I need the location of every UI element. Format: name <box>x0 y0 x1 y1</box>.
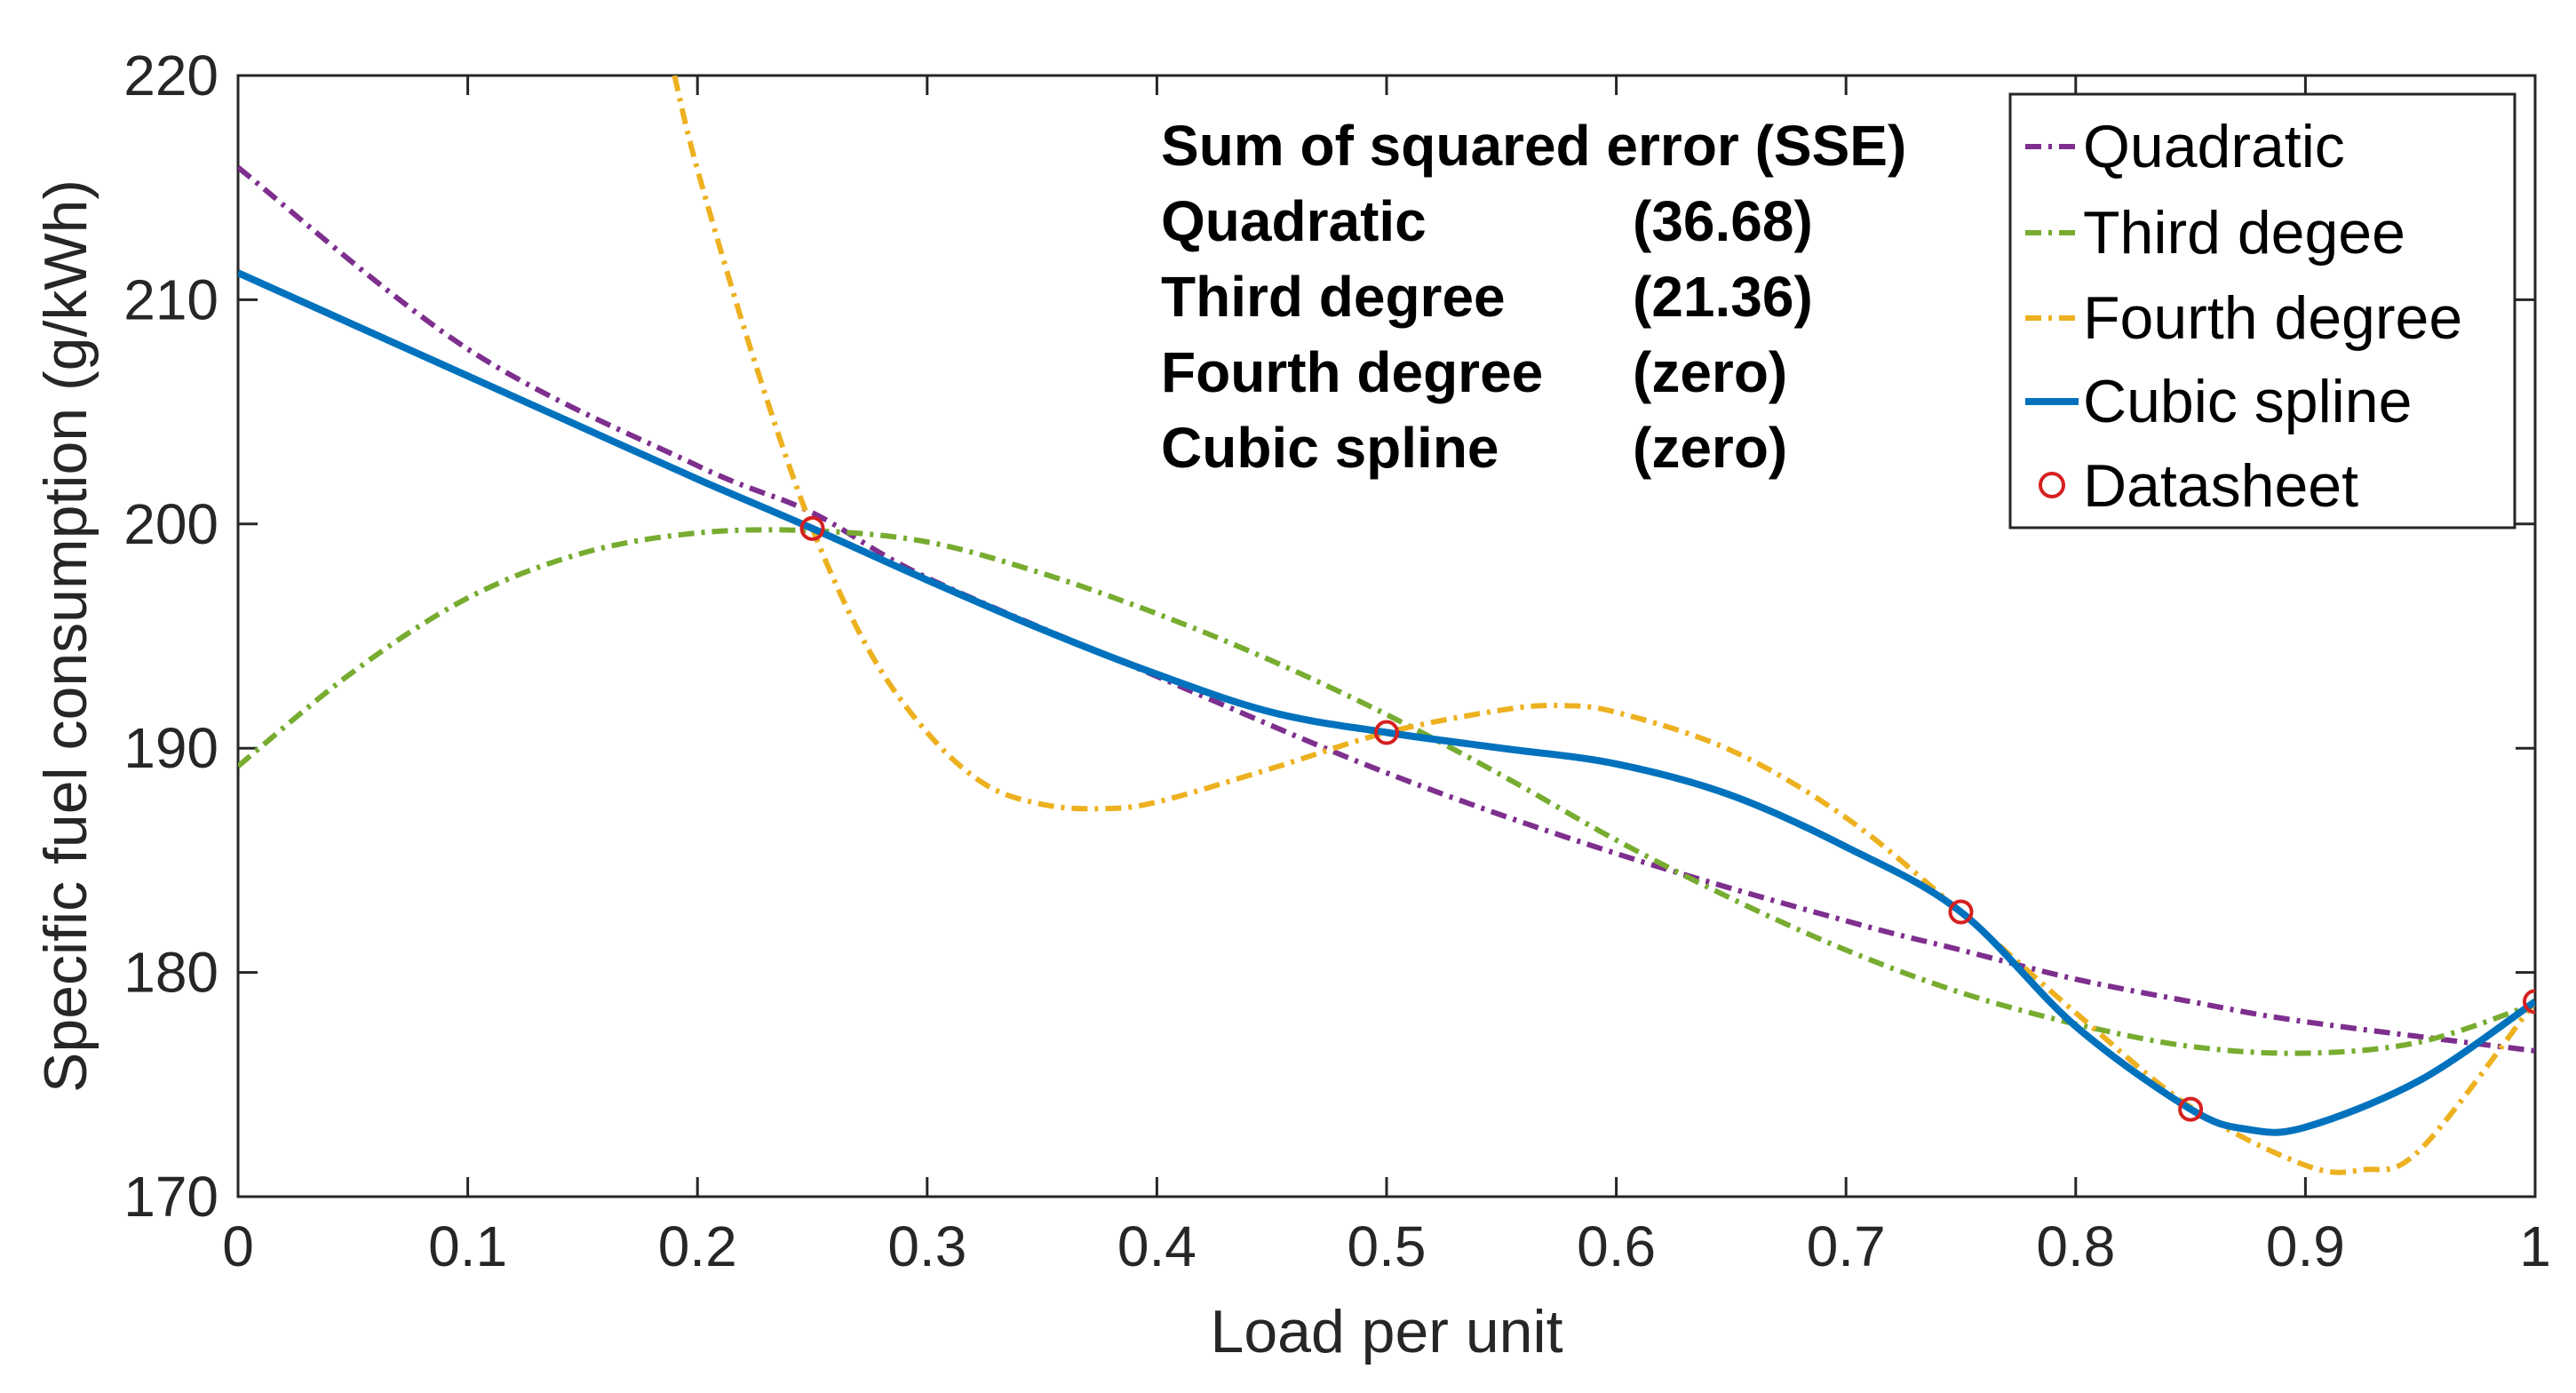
series-line-fourth-degree <box>672 76 2535 1175</box>
datasheet-markers <box>799 515 2535 1122</box>
y-tick-label: 220 <box>123 44 219 107</box>
datasheet-point <box>1374 720 1399 745</box>
datasheet-point <box>799 515 825 541</box>
legend: Quadratic Third degee Fourth degree Cubi… <box>2008 92 2516 529</box>
legend-label-fourth-degree: Fourth degree <box>2083 284 2462 352</box>
sse-row-name: Fourth degree <box>1161 340 1543 404</box>
series-line-quadratic <box>238 165 2535 1054</box>
x-axis-ticks: 0 0.1 0.2 0.3 0.4 0.5 0.6 0.7 0.8 0.9 1 <box>222 76 2551 1278</box>
x-tick-label: 0.9 <box>2266 1214 2345 1278</box>
x-tick-label: 0.4 <box>1117 1214 1197 1278</box>
datasheet-point <box>2523 989 2535 1015</box>
y-tick-label: 210 <box>123 267 219 331</box>
sse-annotation: Sum of squared error (SSE) Quadratic (36… <box>1161 114 1906 480</box>
sse-row-value: (zero) <box>1633 416 1787 480</box>
x-tick-label: 1 <box>2519 1214 2551 1278</box>
legend-label-quadratic: Quadratic <box>2083 113 2345 180</box>
x-tick-label: 0.1 <box>428 1214 507 1278</box>
y-axis-ticks: 170 180 190 200 210 220 <box>123 44 2535 1229</box>
sse-row-name: Quadratic <box>1161 189 1427 253</box>
y-tick-label: 200 <box>123 492 219 556</box>
legend-label-cubic-spline: Cubic spline <box>2083 368 2412 435</box>
x-axis-label: Load per unit <box>1211 1298 1563 1365</box>
x-tick-label: 0.2 <box>658 1214 737 1278</box>
legend-swatch-datasheet <box>2039 472 2065 498</box>
x-tick-label: 0.8 <box>2036 1214 2115 1278</box>
sse-title: Sum of squared error (SSE) <box>1161 114 1906 178</box>
y-axis-label: Specific fuel consumption (g/kWh) <box>32 179 99 1093</box>
x-tick-label: 0.3 <box>887 1214 966 1278</box>
y-tick-label: 190 <box>123 716 219 780</box>
legend-label-third-degree: Third degee <box>2083 199 2405 267</box>
x-tick-label: 0.6 <box>1577 1214 1656 1278</box>
y-tick-label: 170 <box>123 1165 219 1229</box>
x-tick-label: 0 <box>222 1214 254 1278</box>
datasheet-point <box>1948 899 1974 925</box>
x-tick-label: 0.5 <box>1348 1214 1427 1278</box>
x-tick-label: 0.7 <box>1807 1214 1886 1278</box>
sse-row-name: Third degree <box>1161 265 1506 329</box>
sse-row-value: (36.68) <box>1633 189 1813 253</box>
datasheet-point <box>2178 1096 2204 1122</box>
sse-row-name: Cubic spline <box>1161 416 1499 480</box>
legend-box <box>2008 92 2516 529</box>
y-tick-label: 180 <box>123 941 219 1005</box>
sse-row-value: (zero) <box>1633 340 1787 404</box>
sse-row-value: (21.36) <box>1633 265 1813 329</box>
legend-label-datasheet: Datasheet <box>2083 452 2358 520</box>
